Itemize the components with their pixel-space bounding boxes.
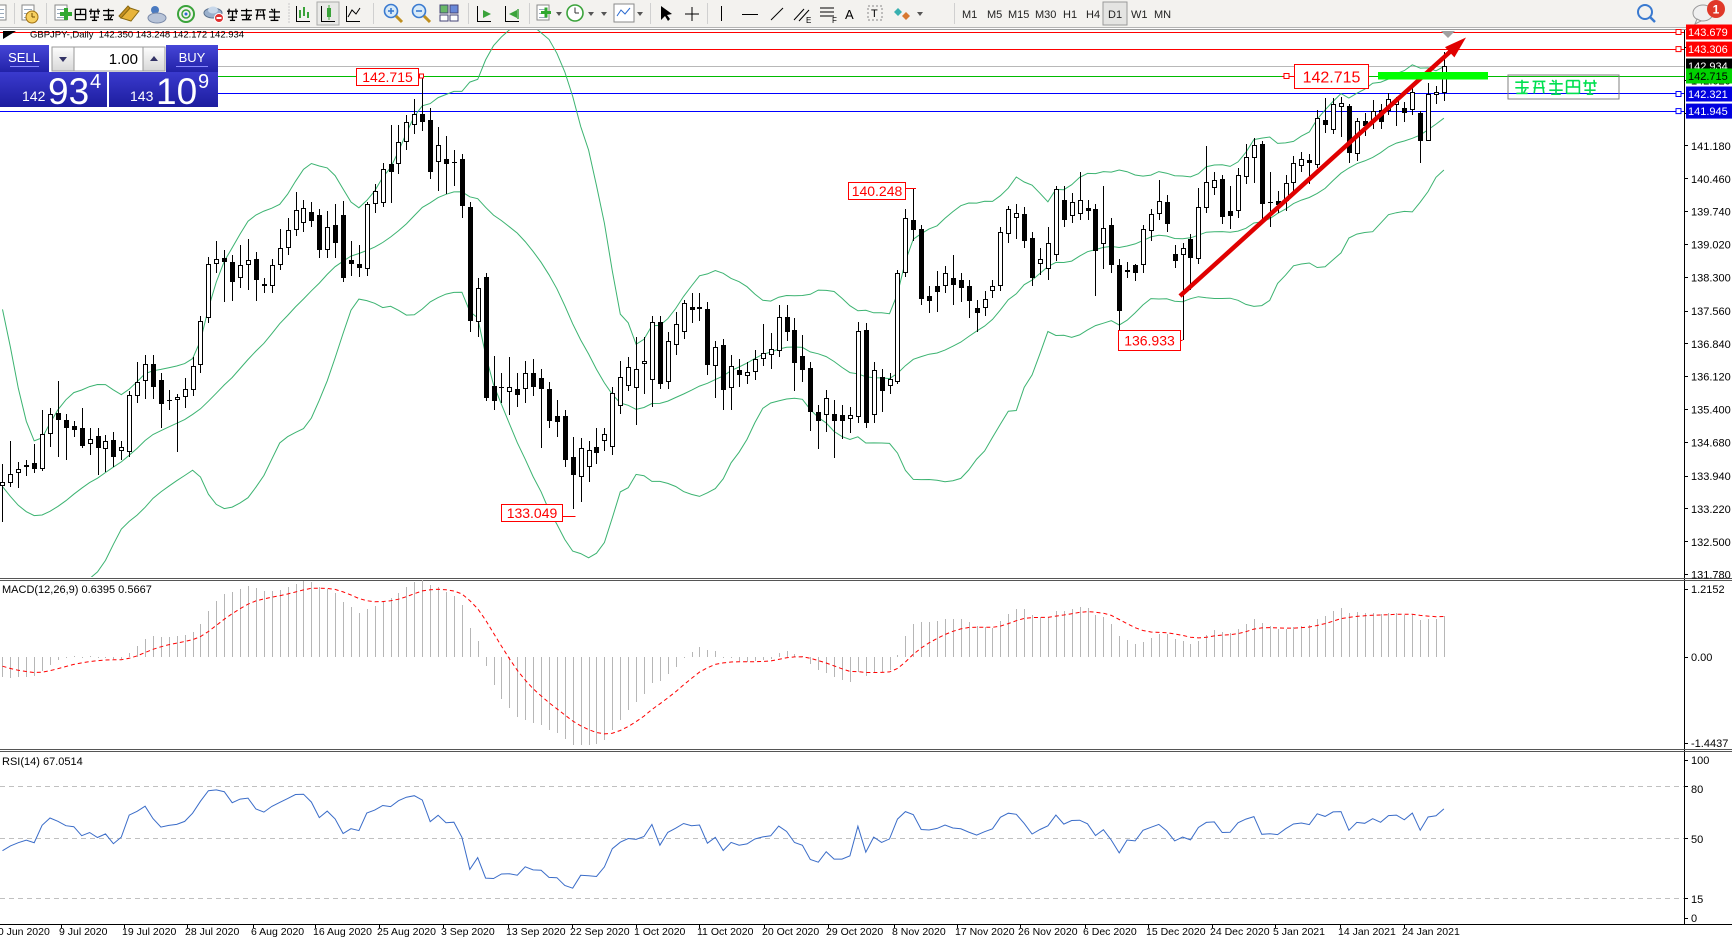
svg-text:136.840: 136.840: [1691, 339, 1731, 351]
svg-text:M5: M5: [987, 9, 1002, 21]
svg-text:M15: M15: [1008, 9, 1029, 21]
svg-text:0.00: 0.00: [1691, 652, 1712, 664]
svg-text:19 Jul 2020: 19 Jul 2020: [122, 926, 176, 938]
svg-text:M30: M30: [1035, 9, 1056, 21]
svg-text:140.248: 140.248: [852, 183, 903, 199]
svg-text:0: 0: [1691, 913, 1697, 925]
svg-text:132.500: 132.500: [1691, 537, 1731, 549]
svg-text:142.321: 142.321: [1688, 89, 1728, 101]
svg-text:BUY: BUY: [179, 50, 206, 65]
svg-text:25 Aug 2020: 25 Aug 2020: [377, 926, 436, 938]
svg-text:15 Dec 2020: 15 Dec 2020: [1146, 926, 1206, 938]
svg-text:GBPJPY-,Daily 142.350 143.248: GBPJPY-,Daily 142.350 143.248 142.172 14…: [30, 30, 244, 41]
svg-text:15: 15: [1691, 894, 1703, 906]
svg-text:SELL: SELL: [8, 50, 40, 65]
svg-text:14 Jan 2021: 14 Jan 2021: [1338, 926, 1396, 938]
svg-text:140.460: 140.460: [1691, 174, 1731, 186]
svg-text:22 Sep 2020: 22 Sep 2020: [570, 926, 630, 938]
svg-text:139.740: 139.740: [1691, 207, 1731, 219]
svg-text:D1: D1: [1108, 9, 1122, 21]
svg-text:17 Nov 2020: 17 Nov 2020: [955, 926, 1015, 938]
svg-text:28 Jul 2020: 28 Jul 2020: [185, 926, 239, 938]
svg-text:1.00: 1.00: [109, 51, 138, 68]
svg-text:141.945: 141.945: [1688, 106, 1728, 118]
svg-text:6 Dec 2020: 6 Dec 2020: [1083, 926, 1137, 938]
svg-text:137.560: 137.560: [1691, 306, 1731, 318]
svg-text:143: 143: [130, 88, 154, 104]
svg-text:93: 93: [48, 71, 89, 112]
svg-text:29 Oct 2020: 29 Oct 2020: [826, 926, 883, 938]
svg-text:4: 4: [90, 71, 101, 93]
svg-text:H1: H1: [1063, 9, 1077, 21]
svg-text:50: 50: [1691, 834, 1703, 846]
svg-text:143.679: 143.679: [1688, 27, 1728, 39]
svg-text:138.300: 138.300: [1691, 272, 1731, 284]
svg-text:24 Jan 2021: 24 Jan 2021: [1402, 926, 1460, 938]
svg-text:-1.4437: -1.4437: [1691, 738, 1728, 750]
svg-text:131.780: 131.780: [1691, 570, 1731, 582]
svg-text:1.2152: 1.2152: [1691, 584, 1725, 596]
svg-text:10: 10: [156, 71, 197, 112]
svg-text:139.020: 139.020: [1691, 240, 1731, 252]
svg-text:100: 100: [1691, 755, 1709, 767]
svg-text:F: F: [832, 16, 837, 25]
svg-text:16 Aug 2020: 16 Aug 2020: [313, 926, 372, 938]
svg-text:9 Jul 2020: 9 Jul 2020: [59, 926, 108, 938]
svg-text:24 Dec 2020: 24 Dec 2020: [1210, 926, 1270, 938]
svg-text:M1: M1: [962, 9, 977, 21]
svg-text:6 Aug 2020: 6 Aug 2020: [251, 926, 304, 938]
svg-text:W1: W1: [1131, 9, 1148, 21]
svg-text:30 Jun 2020: 30 Jun 2020: [0, 926, 50, 938]
svg-text:9: 9: [198, 71, 209, 93]
svg-text:8 Nov 2020: 8 Nov 2020: [892, 926, 946, 938]
svg-text:142: 142: [22, 88, 46, 104]
svg-text:133.220: 133.220: [1691, 504, 1731, 516]
svg-text:134.680: 134.680: [1691, 437, 1731, 449]
svg-text:RSI(14) 67.0514: RSI(14) 67.0514: [2, 756, 83, 768]
svg-text:T: T: [871, 8, 878, 20]
svg-text:A: A: [845, 7, 854, 22]
svg-text:136.120: 136.120: [1691, 372, 1731, 384]
svg-text:5 Jan 2021: 5 Jan 2021: [1273, 926, 1325, 938]
svg-text:MACD(12,26,9) 0.6395 0.5667: MACD(12,26,9) 0.6395 0.5667: [2, 584, 152, 596]
svg-text:20 Oct 2020: 20 Oct 2020: [762, 926, 819, 938]
svg-text:E: E: [806, 16, 811, 25]
svg-text:142.715: 142.715: [362, 69, 413, 85]
svg-text:26 Nov 2020: 26 Nov 2020: [1018, 926, 1078, 938]
svg-text:3 Sep 2020: 3 Sep 2020: [441, 926, 495, 938]
svg-text:11 Oct 2020: 11 Oct 2020: [697, 926, 754, 938]
svg-text:133.049: 133.049: [507, 505, 558, 521]
svg-text:136.933: 136.933: [1124, 333, 1175, 349]
svg-text:1 Oct 2020: 1 Oct 2020: [634, 926, 686, 938]
svg-text:141.180: 141.180: [1691, 141, 1731, 153]
svg-text:135.400: 135.400: [1691, 405, 1731, 417]
svg-text:80: 80: [1691, 784, 1703, 796]
svg-text:13 Sep 2020: 13 Sep 2020: [506, 926, 566, 938]
svg-text:143.306: 143.306: [1688, 44, 1728, 56]
svg-text:142.715: 142.715: [1688, 71, 1728, 83]
svg-text:142.715: 142.715: [1303, 69, 1361, 86]
svg-text:MN: MN: [1154, 9, 1171, 21]
svg-text:133.940: 133.940: [1691, 471, 1731, 483]
svg-text:H4: H4: [1086, 9, 1100, 21]
svg-text:1: 1: [1713, 3, 1720, 17]
